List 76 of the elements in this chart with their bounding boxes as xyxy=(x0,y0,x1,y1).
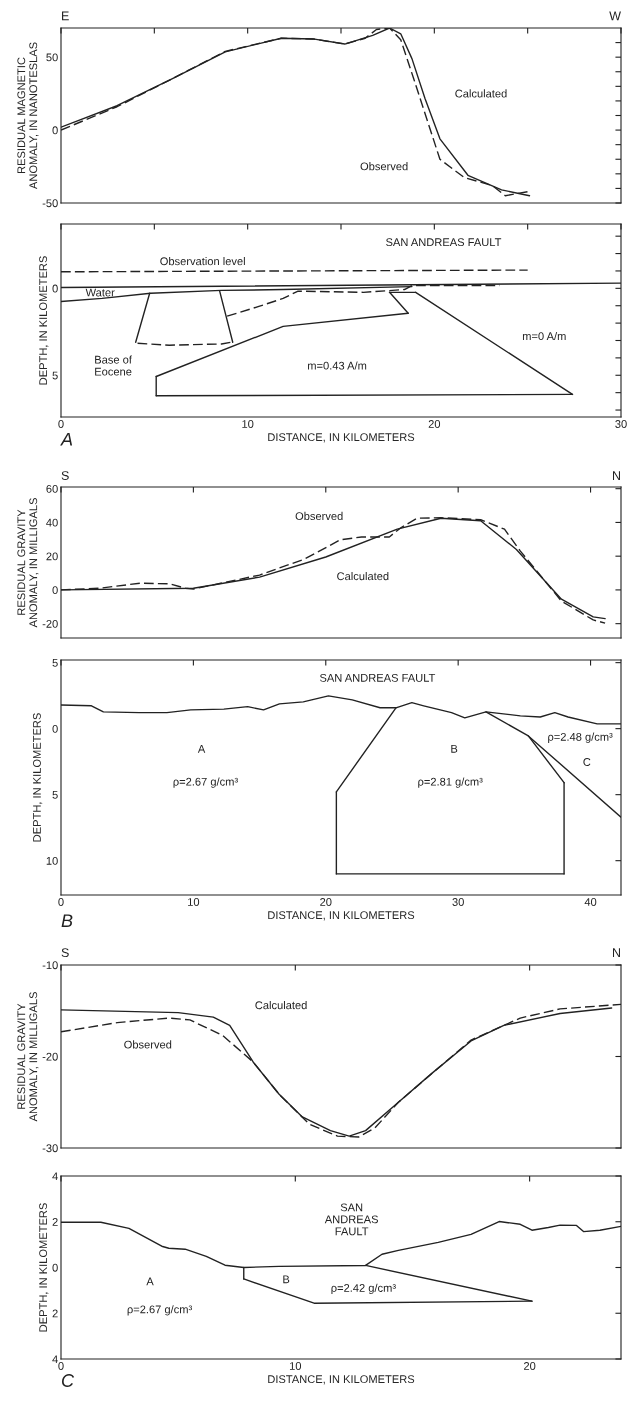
y-tick-label: 5 xyxy=(52,659,58,667)
y-axis-title: DEPTH, IN KILOMETERS xyxy=(33,713,43,842)
x-tick-label: 0 xyxy=(58,898,64,906)
y-tick-label: 5 xyxy=(52,791,58,799)
y-axis-title: DEPTH, IN KILOMETERS xyxy=(39,256,49,385)
x-axis-title: DISTANCE, IN KILOMETERS xyxy=(268,911,415,921)
text: W xyxy=(609,11,621,21)
x-tick-label: 20 xyxy=(428,420,441,428)
y-tick-label: -50 xyxy=(42,199,58,208)
annotation: ρ=2.67 g/cm³ xyxy=(127,1305,192,1316)
y-tick-label: 40 xyxy=(46,518,58,527)
annotation: ρ=2.42 g/cm³ xyxy=(331,1283,396,1295)
x-tick-label: 10 xyxy=(188,898,200,906)
annotation: ρ=2.81 g/cm³ xyxy=(418,777,483,788)
y-tick-label: 60 xyxy=(46,484,58,493)
y-tick-label: 0 xyxy=(52,586,58,595)
x-tick-label: 0 xyxy=(58,420,64,428)
x-tick-label: 10 xyxy=(242,420,254,428)
y-tick-label: 50 xyxy=(46,53,58,62)
annotation: B xyxy=(451,745,458,753)
y-tick-label: 2 xyxy=(52,1309,58,1318)
annotation: Water xyxy=(85,288,115,297)
annotation: Calculated xyxy=(337,571,389,581)
annotation: C xyxy=(583,758,591,766)
text: A xyxy=(60,433,73,446)
annotation: Calculated xyxy=(455,89,507,98)
annotation: SAN ANDREAS FAULT xyxy=(319,673,436,682)
text: C xyxy=(62,1374,75,1387)
x-tick-label: 30 xyxy=(615,420,627,428)
annotation: Observed xyxy=(360,162,408,171)
text: E xyxy=(62,11,69,21)
x-tick-label: 20 xyxy=(320,898,332,906)
text: B xyxy=(61,914,73,927)
annotation: Observed xyxy=(124,1040,172,1049)
text: N xyxy=(613,948,620,957)
annotation: ρ=2.48 g/cm³ xyxy=(548,732,613,743)
annotation: Base of Eocene xyxy=(95,355,132,376)
y-tick-label: -10 xyxy=(42,961,58,970)
y-axis-title: DEPTH, IN KILOMETERS xyxy=(39,1203,49,1332)
text: S xyxy=(61,948,69,958)
annotation: SAN ANDREAS FAULT xyxy=(324,1203,378,1236)
y-tick-label: -20 xyxy=(42,1052,58,1061)
annotation: Observed xyxy=(295,511,343,521)
y-axis-title: RESIDUAL GRAVITY ANOMALY, IN MILLIGALS xyxy=(17,992,39,1122)
y-tick-label: 20 xyxy=(46,552,58,561)
y-axis-title: RESIDUAL GRAVITY ANOMALY, IN MILLIGALS xyxy=(17,498,39,628)
x-tick-label: 10 xyxy=(289,1362,302,1370)
y-tick-label: -20 xyxy=(42,619,58,628)
y-tick-label: 5 xyxy=(52,371,58,380)
y-tick-label: 2 xyxy=(52,1218,58,1226)
y-tick-label: 0 xyxy=(52,1263,58,1272)
annotation: A xyxy=(197,745,206,753)
annotation: Calculated xyxy=(255,1001,307,1010)
annotation: m=0.43 A/m xyxy=(308,361,367,370)
x-tick-label: 30 xyxy=(452,898,464,906)
x-tick-label: 20 xyxy=(524,1362,536,1370)
annotation: m=0 A/m xyxy=(522,331,566,341)
text: N xyxy=(613,471,620,480)
annotation: A xyxy=(146,1277,154,1286)
annotation: ρ=2.67 g/cm³ xyxy=(173,777,238,788)
y-tick-label: 0 xyxy=(52,126,58,135)
annotation: Observation level xyxy=(160,257,245,266)
x-tick-label: 0 xyxy=(58,1362,64,1370)
annotation: SAN ANDREAS FAULT xyxy=(386,238,502,247)
y-tick-label: 4 xyxy=(52,1172,58,1181)
y-tick-label: 0 xyxy=(52,724,58,733)
annotation: B xyxy=(283,1275,290,1284)
y-axis-title: RESIDUAL MAGNETIC ANOMALY, IN NANOTESLAS xyxy=(17,42,39,190)
x-axis-title: DISTANCE, IN KILOMETERS xyxy=(268,1375,415,1385)
x-axis-title: DISTANCE, IN KILOMETERS xyxy=(268,433,415,443)
y-tick-label: 10 xyxy=(46,856,58,865)
y-tick-label: 0 xyxy=(52,284,58,293)
text: S xyxy=(61,471,69,480)
x-tick-label: 40 xyxy=(584,898,597,906)
y-tick-label: -30 xyxy=(42,1144,58,1153)
y-tick-label: 4 xyxy=(52,1355,58,1364)
